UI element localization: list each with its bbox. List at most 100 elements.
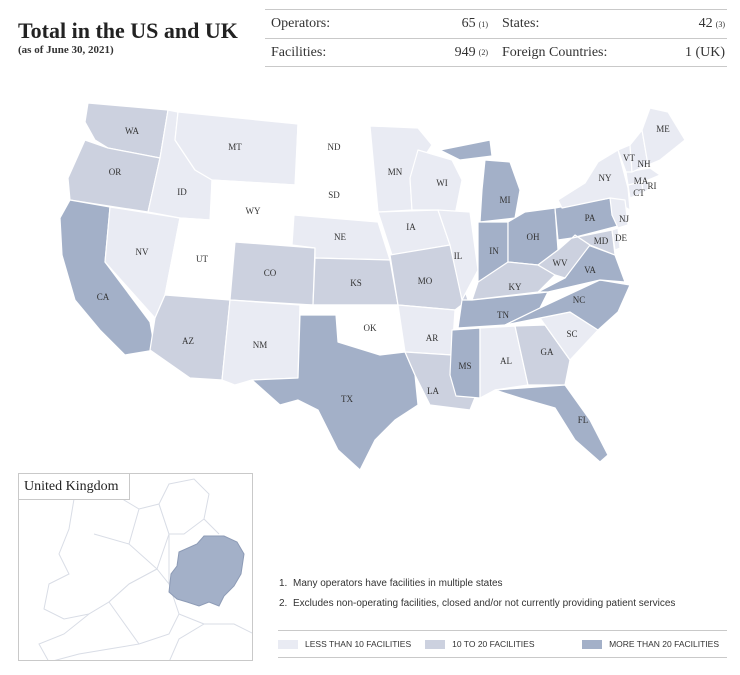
- footnote-text: Many operators have facilities in multip…: [293, 578, 503, 589]
- uk-map: [19, 474, 252, 660]
- stat-footnote: (1): [478, 19, 488, 29]
- page-title: Total in the US and UK: [18, 18, 238, 43]
- state-label-pa: PA: [585, 213, 596, 223]
- legend-swatch: [582, 639, 603, 649]
- state-label-md: MD: [594, 236, 609, 246]
- stats-table: Operators: 65 (1) States: 42 (3) Facilit…: [265, 9, 727, 67]
- legend-label: 10 TO 20 FACILITIES: [452, 639, 535, 649]
- state-label-va: VA: [584, 265, 596, 275]
- uk-title: United Kingdom: [19, 474, 130, 500]
- state-label-sd: SD: [328, 190, 340, 200]
- stat-facilities: Facilities: 949 (2): [265, 45, 496, 61]
- legend-label: MORE THAN 20 FACILITIES: [609, 639, 719, 649]
- state-label-mt: MT: [228, 142, 242, 152]
- state-label-ok: OK: [364, 323, 377, 333]
- state-label-in: IN: [489, 246, 499, 256]
- stat-operators: Operators: 65 (1): [265, 16, 496, 32]
- state-al[interactable]: [479, 325, 529, 399]
- state-label-wi: WI: [436, 178, 448, 188]
- legend: LESS THAN 10 FACILITIES 10 TO 20 FACILIT…: [278, 630, 727, 658]
- legend-item-less-than-10: LESS THAN 10 FACILITIES: [278, 639, 411, 649]
- stat-foreign-countries: Foreign Countries: 1 (UK): [496, 45, 727, 61]
- state-label-nv: NV: [136, 247, 149, 257]
- stats-row: Operators: 65 (1) States: 42 (3): [265, 9, 727, 38]
- page-subtitle: (as of June 30, 2021): [18, 44, 114, 56]
- state-label-fl: FL: [578, 415, 589, 425]
- uk-boundaries: [93, 508, 220, 645]
- footnote-2: 2. Excludes non-operating facilities, clo…: [279, 598, 675, 618]
- state-de[interactable]: [611, 227, 621, 251]
- state-label-ky: KY: [509, 282, 522, 292]
- footnote-text: Excludes non-operating facilities, close…: [293, 598, 676, 609]
- state-tx[interactable]: [251, 314, 419, 470]
- state-il[interactable]: [437, 209, 479, 301]
- stat-label: Facilities:: [271, 44, 327, 60]
- state-label-ct: CT: [633, 188, 645, 198]
- state-nc[interactable]: [504, 279, 631, 331]
- state-label-ne: NE: [334, 232, 346, 242]
- us-map: WA OR CA NV ID MT WY UT AZ CO NM ND SD N…: [59, 102, 686, 470]
- stat-value: 949: [454, 44, 476, 60]
- state-md[interactable]: [571, 229, 616, 256]
- state-label-wy: WY: [246, 206, 261, 216]
- state-label-ms: MS: [458, 361, 471, 371]
- state-ar[interactable]: [397, 304, 456, 356]
- state-label-co: CO: [264, 268, 277, 278]
- state-shapes: [59, 102, 686, 470]
- stat-label: Foreign Countries:: [502, 44, 608, 60]
- uk-inset: United Kingdom: [18, 473, 253, 661]
- legend-item-10-to-20: 10 TO 20 FACILITIES: [425, 639, 535, 649]
- state-label-ca: CA: [97, 292, 110, 302]
- stat-states: States: 42 (3): [496, 16, 727, 32]
- state-label-nh: NH: [638, 159, 651, 169]
- state-ga[interactable]: [514, 324, 571, 386]
- stat-value: 42: [698, 16, 713, 31]
- legend-swatch: [278, 639, 298, 649]
- state-label-az: AZ: [182, 336, 194, 346]
- state-label-id: ID: [177, 187, 187, 197]
- footnote-number: 2.: [279, 598, 288, 609]
- state-label-sc: SC: [566, 329, 577, 339]
- state-label-ut: UT: [196, 254, 208, 264]
- legend-label: LESS THAN 10 FACILITIES: [305, 639, 412, 649]
- state-label-ks: KS: [350, 278, 362, 288]
- state-ms[interactable]: [449, 327, 481, 399]
- stat-value: 65: [461, 16, 476, 31]
- state-label-ny: NY: [599, 173, 612, 183]
- state-me[interactable]: [641, 107, 686, 166]
- state-label-nj: NJ: [619, 214, 629, 224]
- state-label-ma: MA: [634, 176, 649, 186]
- state-label-la: LA: [427, 386, 439, 396]
- state-fl[interactable]: [494, 384, 609, 463]
- stat-label: Operators:: [271, 16, 331, 31]
- stat-label: States:: [502, 16, 540, 31]
- state-label-wa: WA: [125, 126, 139, 136]
- state-label-mo: MO: [418, 276, 433, 286]
- state-label-or: OR: [109, 167, 122, 177]
- state-label-tx: TX: [341, 394, 353, 404]
- state-label-ia: IA: [406, 222, 416, 232]
- state-label-vt: VT: [623, 153, 635, 163]
- stat-footnote: (3): [715, 19, 725, 29]
- uk-region-east-of-england[interactable]: [168, 535, 245, 607]
- state-ma[interactable]: [625, 167, 661, 186]
- state-label-oh: OH: [527, 232, 540, 242]
- state-label-tn: TN: [497, 310, 509, 320]
- state-label-mn: MN: [388, 167, 403, 177]
- state-label-de: DE: [615, 233, 627, 243]
- state-label-al: AL: [500, 356, 512, 366]
- state-labels: WA OR CA NV ID MT WY UT AZ CO NM ND SD N…: [97, 124, 671, 425]
- footnotes: 1. Many operators have facilities in mult…: [279, 578, 675, 618]
- legend-item-more-than-20: MORE THAN 20 FACILITIES: [582, 639, 719, 649]
- state-label-ri: RI: [648, 181, 657, 191]
- state-label-wv: WV: [553, 258, 568, 268]
- footnote-1: 1. Many operators have facilities in mult…: [279, 578, 675, 598]
- state-nj[interactable]: [609, 197, 629, 229]
- state-label-ar: AR: [426, 333, 439, 343]
- state-label-ga: GA: [541, 347, 554, 357]
- state-label-nd: ND: [328, 142, 341, 152]
- state-label-nc: NC: [573, 295, 586, 305]
- stat-footnote: (2): [478, 48, 488, 57]
- footnote-number: 1.: [279, 578, 288, 589]
- state-label-il: IL: [454, 251, 463, 261]
